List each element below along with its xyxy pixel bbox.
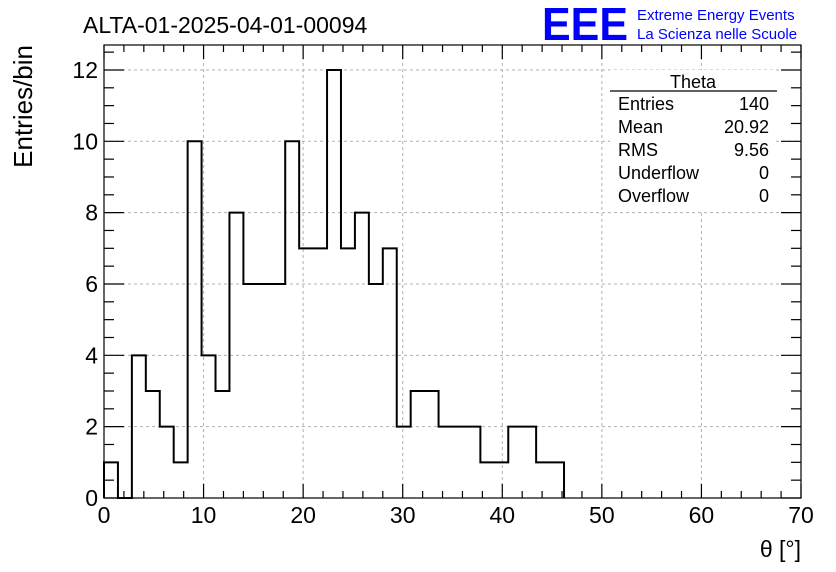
histogram-bin [216,391,230,498]
histogram-bin [257,284,271,498]
stats-value: 9.56 [734,140,769,160]
eee-logo: EEE [542,0,628,50]
y-tick-label: 6 [85,271,98,297]
y-tick-label: 8 [85,200,98,226]
y-axis-label: Entries/bin [8,45,38,168]
histogram-bin [466,427,480,498]
stats-label: Underflow [618,163,700,183]
histogram-bin [160,427,174,498]
histogram-bin [146,391,160,498]
stats-box: Theta Entries 140 Mean 20.92 RMS 9.56 Underflo… [610,70,777,212]
x-tick-labels: 0 10 20 30 40 50 60 70 [98,502,814,528]
x-tick-label: 0 [98,502,111,528]
run-title: ALTA-01-2025-04-01-00094 [83,12,367,38]
logo-line-1: Extreme Energy Events [637,7,795,24]
histogram-bin [299,248,313,498]
stats-label: Mean [618,117,663,137]
histogram-bin [522,427,536,498]
plot-frame [103,44,802,499]
histogram-bin [453,427,467,498]
x-tick-label: 70 [788,502,814,528]
stats-box-title: Theta [670,72,717,92]
histogram-bin [243,284,257,498]
x-tick-label: 40 [489,502,515,528]
y-tick-labels: 0 2 4 6 8 10 12 [72,57,98,511]
histogram-series [103,68,566,499]
x-axis-label: θ [°] [760,536,801,562]
stats-label: Entries [618,94,674,114]
histogram-bin [439,427,453,498]
histogram-bin [536,462,550,498]
stats-value: 20.92 [724,117,769,137]
histogram-bin [425,391,439,498]
stats-label: Overflow [618,186,690,206]
histogram-bin [397,427,411,498]
histogram-bin [174,462,188,498]
y-tick-label: 2 [85,414,98,440]
histogram-bin [411,391,425,498]
histogram-bin [285,141,299,498]
stats-label: RMS [618,140,658,160]
histogram-outline [103,68,566,499]
y-tick-label: 12 [72,57,98,83]
histogram-bin [341,248,355,498]
histogram-bin [132,355,146,498]
logo-line-2: La Scienza nelle Scuole [637,26,797,43]
stats-value: 0 [759,163,769,183]
histogram-bin [494,462,508,498]
histogram-bin [383,248,397,498]
y-tick-label: 4 [85,342,98,368]
histogram-bin [188,141,202,498]
x-tick-label: 30 [390,502,416,528]
x-tick-label: 10 [191,502,217,528]
x-tick-label: 60 [689,502,715,528]
histogram-bin [271,284,285,498]
x-tick-label: 50 [589,502,615,528]
stats-box-background [610,70,776,212]
histogram-bin [369,284,383,498]
stats-rows: Entries 140 Mean 20.92 RMS 9.56 Underflow 0 Over… [618,94,769,206]
y-tick-label: 0 [85,485,98,511]
histogram-bin [508,427,522,498]
x-tick-label: 20 [290,502,316,528]
stats-value: 140 [739,94,769,114]
histogram-bin [313,248,327,498]
stats-value: 0 [759,186,769,206]
y-tick-label: 10 [72,128,98,154]
axis-ticks [103,45,802,499]
